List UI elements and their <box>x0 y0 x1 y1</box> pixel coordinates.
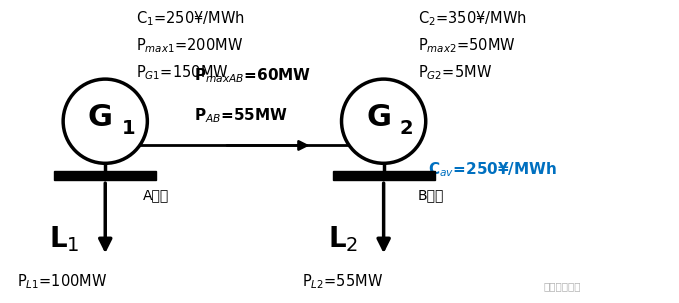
Text: 走进电力市场: 走进电力市场 <box>543 281 581 291</box>
Text: 1: 1 <box>122 119 135 138</box>
Text: B节点: B节点 <box>418 188 444 202</box>
Text: C$_1$=250¥/MWh: C$_1$=250¥/MWh <box>136 9 244 28</box>
Bar <box>333 171 435 180</box>
Text: 2: 2 <box>400 119 414 138</box>
Text: L$_2$: L$_2$ <box>328 225 358 254</box>
Text: P$_{G2}$=5MW: P$_{G2}$=5MW <box>418 64 492 82</box>
Ellipse shape <box>63 79 147 163</box>
Text: G: G <box>366 103 391 132</box>
Text: P$_{G1}$=150MW: P$_{G1}$=150MW <box>136 64 228 82</box>
Text: G: G <box>88 103 113 132</box>
Text: P$_{maxAB}$=60MW: P$_{maxAB}$=60MW <box>194 67 311 85</box>
Text: P$_{L1}$=100MW: P$_{L1}$=100MW <box>17 272 107 291</box>
Text: P$_{max2}$=50MW: P$_{max2}$=50MW <box>418 36 515 55</box>
Text: C$_2$=350¥/MWh: C$_2$=350¥/MWh <box>418 9 526 28</box>
Text: L$_1$: L$_1$ <box>49 225 80 254</box>
Bar <box>54 171 156 180</box>
Text: P$_{L2}$=55MW: P$_{L2}$=55MW <box>302 272 383 291</box>
Ellipse shape <box>342 79 426 163</box>
Text: A节点: A节点 <box>143 188 169 202</box>
Text: P$_{AB}$=55MW: P$_{AB}$=55MW <box>194 106 287 125</box>
Text: P$_{max1}$=200MW: P$_{max1}$=200MW <box>136 36 243 55</box>
Text: C$_{av}$=250¥/MWh: C$_{av}$=250¥/MWh <box>428 160 557 179</box>
